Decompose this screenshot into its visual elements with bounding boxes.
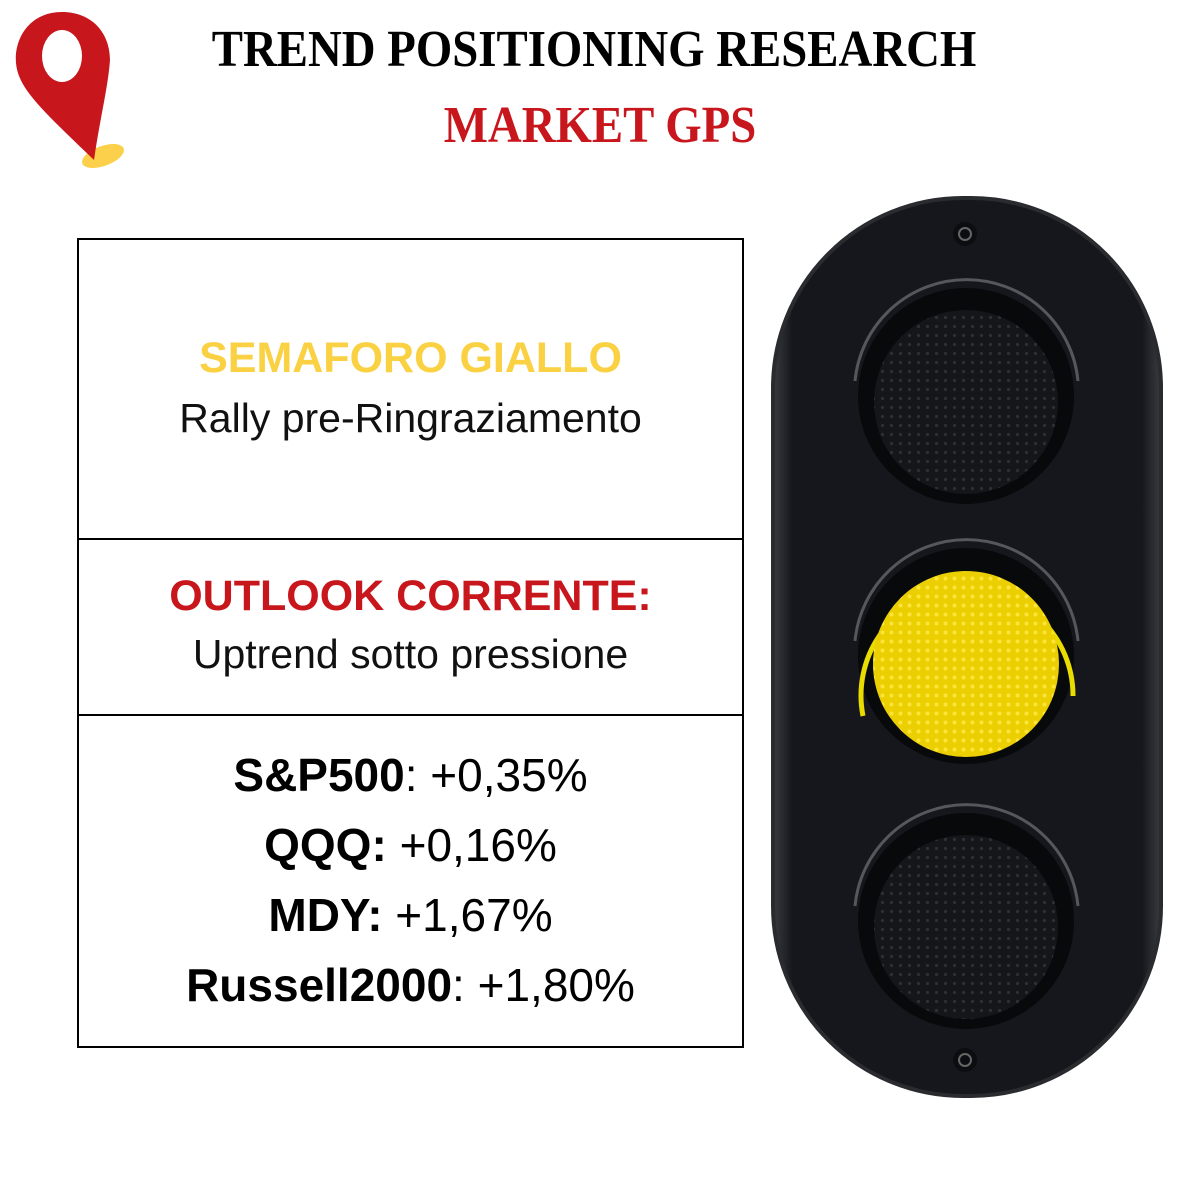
index-row: QQQ: +0,16% bbox=[264, 819, 557, 871]
traffic-light-icon bbox=[771, 196, 1163, 1098]
index-row: MDY: +1,67% bbox=[268, 889, 553, 941]
info-panel: SEMAFORO GIALLO Rally pre-Ringraziamento… bbox=[77, 238, 744, 1048]
page-subtitle: MARKET GPS bbox=[443, 97, 757, 154]
page-title: TREND POSITIONING RESEARCH bbox=[211, 21, 977, 78]
yellow-lamp-on bbox=[853, 538, 1080, 764]
signal-description: Rally pre-Ringraziamento bbox=[179, 395, 642, 441]
outlook-section: OUTLOOK CORRENTE: Uptrend sotto pression… bbox=[79, 540, 742, 716]
indices-section: S&P500: +0,35% QQQ: +0,16% MDY: +1,67% R… bbox=[79, 716, 742, 1046]
map-pin-icon bbox=[15, 12, 124, 169]
index-row: Russell2000: +1,80% bbox=[186, 959, 635, 1011]
green-lamp-off bbox=[853, 803, 1080, 1029]
signal-label: SEMAFORO GIALLO bbox=[199, 334, 622, 382]
red-lamp-off bbox=[853, 278, 1080, 504]
outlook-value: Uptrend sotto pressione bbox=[192, 631, 629, 677]
index-row: S&P500: +0,35% bbox=[233, 749, 588, 801]
outlook-label: OUTLOOK CORRENTE: bbox=[169, 572, 652, 620]
signal-section: SEMAFORO GIALLO Rally pre-Ringraziamento bbox=[79, 240, 742, 540]
